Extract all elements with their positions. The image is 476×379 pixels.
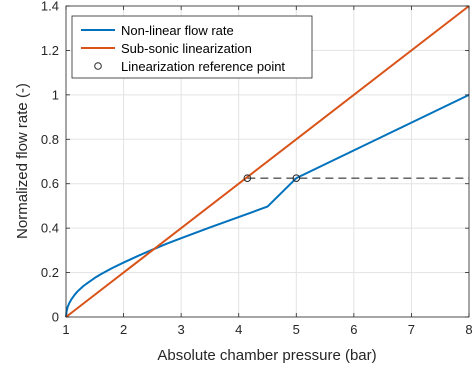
- y-tick-label: 1: [52, 87, 59, 102]
- y-tick-label: 1.4: [41, 0, 59, 14]
- x-tick-label: 5: [293, 322, 300, 337]
- x-tick-label: 8: [465, 322, 472, 337]
- tick-labels: 1 2 3 4 5 6 7 8 0 0.2 0.4 0.6 0.8 1 1.2 1.4: [41, 0, 473, 337]
- x-axis-label: Absolute chamber pressure (bar): [157, 347, 376, 364]
- series-line-nonlinear: [65, 93, 470, 318]
- grid: [65, 5, 470, 318]
- y-tick-label: 0.2: [41, 265, 59, 280]
- x-tick-label: 4: [235, 322, 242, 337]
- x-tick-label: 2: [120, 322, 127, 337]
- y-tick-label: 0.8: [41, 132, 59, 147]
- x-tick-label: 1: [62, 322, 69, 337]
- series-layer: [65, 5, 470, 318]
- legend-marker-reference: [94, 62, 102, 70]
- reference-point-marker: [243, 174, 252, 182]
- series-line-linearization: [65, 5, 470, 318]
- ticks: [65, 5, 470, 318]
- reference-point-marker: [292, 174, 301, 182]
- y-tick-label: 1.2: [41, 43, 59, 58]
- x-tick-label: 6: [350, 322, 357, 337]
- legend: Non-linear flow rate Sub-sonic lineariza…: [71, 15, 313, 79]
- legend-label-reference: Linearization reference point: [121, 59, 285, 74]
- plot-frame: [65, 5, 470, 318]
- x-tick-label: 3: [178, 322, 185, 337]
- y-tick-label: 0.6: [41, 176, 59, 191]
- y-tick-label: 0: [52, 310, 59, 325]
- legend-label-linearization: Sub-sonic linearization: [121, 41, 252, 56]
- y-tick-label: 0.4: [41, 221, 59, 236]
- y-axis-label: Normalized flow rate (-): [14, 83, 31, 239]
- legend-label-nonlinear: Non-linear flow rate: [121, 23, 234, 38]
- x-tick-label: 7: [408, 322, 415, 337]
